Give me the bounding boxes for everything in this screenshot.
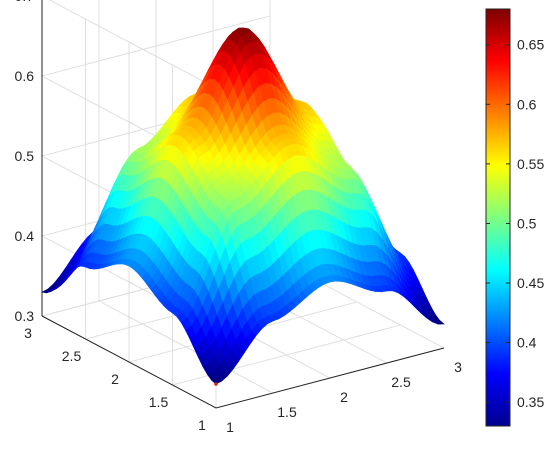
y-tick-label: 1.5	[149, 394, 169, 410]
floor-axis-line	[41, 315, 445, 409]
y-tick-label: 2	[111, 371, 119, 387]
colorbar-tick-label: 0.65	[517, 37, 544, 53]
colorbar-tick-label: 0.55	[517, 156, 544, 172]
data-marker	[214, 382, 218, 386]
x-tick-label: 2	[340, 389, 348, 405]
surface-patch	[211, 377, 223, 385]
surface-mesh	[41, 27, 445, 385]
z-tick-label: 0.3	[15, 308, 35, 324]
colorbar-tick-label: 0.4	[517, 335, 537, 351]
colorbar-tick-label: 0.45	[517, 275, 544, 291]
colorbar-tick-label: 0.5	[517, 215, 537, 231]
y-tick-label: 3	[24, 325, 32, 341]
colorbar: 0.35 0.4 0.45 0.5 0.55 0.6 0.65	[485, 8, 544, 427]
colorbar-gradient	[485, 8, 511, 427]
x-tick-label: 1	[226, 419, 234, 435]
x-tick-label: 2.5	[391, 374, 411, 390]
z-tick-label: 0.7	[15, 0, 35, 4]
colorbar-tick-label: 0.35	[517, 394, 544, 410]
x-tick-label: 1.5	[277, 404, 297, 420]
data-markers	[214, 382, 218, 386]
z-tick-label: 0.5	[15, 148, 35, 164]
colorbar-tick-label: 0.6	[517, 96, 537, 112]
z-tick-label: 0.4	[15, 228, 35, 244]
x-tick-label: 3	[454, 359, 462, 375]
y-tick-label: 1	[198, 417, 206, 433]
y-tick-label: 2.5	[62, 348, 82, 364]
gridline-z	[48, 0, 217, 89]
z-tick-label: 0.6	[15, 68, 35, 84]
